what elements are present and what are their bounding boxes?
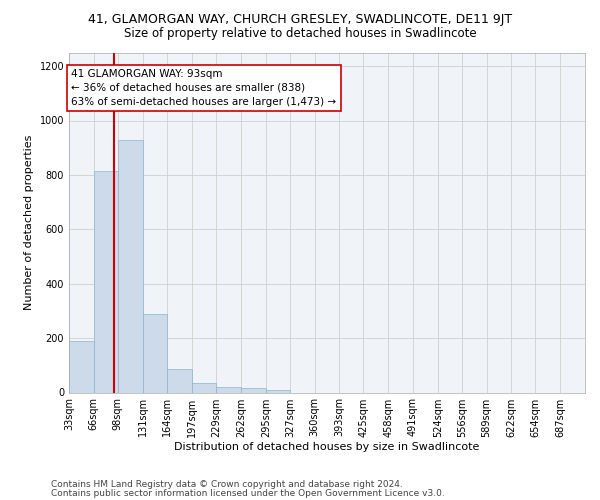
Y-axis label: Number of detached properties: Number of detached properties (24, 135, 34, 310)
Bar (216, 387, 241, 392)
Text: 41, GLAMORGAN WAY, CHURCH GRESLEY, SWADLINCOTE, DE11 9JT: 41, GLAMORGAN WAY, CHURCH GRESLEY, SWADL… (88, 12, 512, 26)
Bar (143, 314, 167, 392)
Text: 41 GLAMORGAN WAY: 93sqm
← 36% of detached houses are smaller (838)
63% of semi-d: 41 GLAMORGAN WAY: 93sqm ← 36% of detache… (71, 69, 337, 107)
Text: Contains public sector information licensed under the Open Government Licence v3: Contains public sector information licen… (51, 488, 445, 498)
Text: Contains HM Land Registry data © Crown copyright and database right 2024.: Contains HM Land Registry data © Crown c… (51, 480, 403, 489)
Bar (167, 370, 192, 392)
Bar (192, 383, 216, 392)
Bar (241, 388, 266, 392)
Bar (266, 390, 290, 392)
Bar (69, 341, 94, 392)
Bar (118, 140, 143, 392)
Bar (94, 171, 118, 392)
Text: Size of property relative to detached houses in Swadlincote: Size of property relative to detached ho… (124, 28, 476, 40)
X-axis label: Distribution of detached houses by size in Swadlincote: Distribution of detached houses by size … (175, 442, 479, 452)
